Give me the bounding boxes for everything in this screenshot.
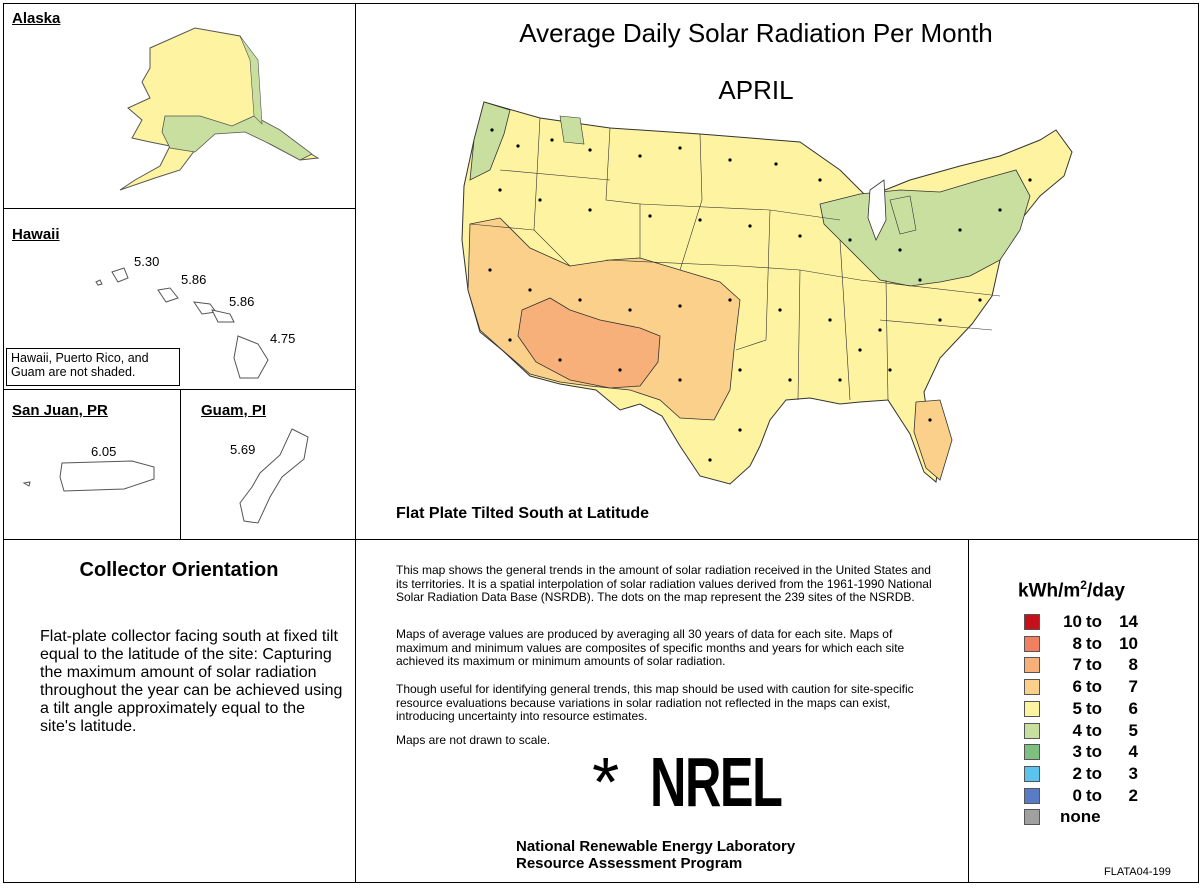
legend-low: 3 xyxy=(1072,742,1082,762)
legend-to: to xyxy=(1086,655,1103,675)
unshaded-note: Hawaii, Puerto Rico, and Guam are not sh… xyxy=(6,348,180,386)
divider-pr-guam xyxy=(180,389,181,539)
legend-swatch xyxy=(1024,700,1040,717)
description-p1: This map shows the general trends in the… xyxy=(396,563,932,604)
month-title: APRIL xyxy=(718,75,794,105)
guam-value: 5.69 xyxy=(230,442,256,457)
legend-high: 6 xyxy=(1128,698,1138,718)
legend-swatch xyxy=(1024,744,1040,761)
lab-name: National Renewable Energy Laboratory xyxy=(516,838,796,855)
hawaii-map xyxy=(95,267,269,379)
legend-swatch xyxy=(1024,657,1040,674)
legend-to: to xyxy=(1086,763,1103,783)
legend-high: 10 xyxy=(1119,633,1138,653)
divider-hawaii xyxy=(3,389,355,390)
legend-high: 14 xyxy=(1119,612,1138,631)
orientation-title: Collector Orientation xyxy=(79,559,279,581)
description-p3: Though useful for identifying general tr… xyxy=(396,682,914,723)
alaska-title: Alaska xyxy=(12,10,61,27)
us-map xyxy=(461,101,1073,485)
legend-low: 6 xyxy=(1072,677,1082,697)
legend-to: to xyxy=(1086,633,1103,653)
divider-bottom xyxy=(3,539,1199,540)
orientation-description: Flat-plate collector facing south at fix… xyxy=(40,628,343,735)
legend-to: to xyxy=(1086,785,1103,805)
legend-low: 0 xyxy=(1072,785,1082,805)
legend-unit-tail: /day xyxy=(1086,580,1125,602)
guam-title: Guam, PI xyxy=(201,402,267,419)
legend-swatch xyxy=(1024,787,1040,804)
legend-high: 7 xyxy=(1128,677,1138,697)
description-p2: Maps of average values are produced by a… xyxy=(396,627,905,668)
legend-low: 10 xyxy=(1063,612,1082,631)
legend-low: 4 xyxy=(1072,720,1082,740)
legend-high: 4 xyxy=(1128,742,1138,762)
legend-swatch xyxy=(1024,722,1040,739)
nrel-logo: NREL xyxy=(650,743,783,821)
san-juan-value: 6.05 xyxy=(91,444,117,459)
legend-swatch xyxy=(1024,765,1040,782)
legend-high: 8 xyxy=(1128,655,1138,675)
hawaii-value-maui: 5.86 xyxy=(229,294,255,309)
page-title: Average Daily Solar Radiation Per Month xyxy=(519,18,993,48)
legend-to: to xyxy=(1086,677,1103,697)
legend-swatch xyxy=(1024,809,1040,826)
divider-insets xyxy=(355,3,356,883)
legend-unit: kWh/m2/day xyxy=(1018,578,1125,602)
legend-swatch xyxy=(1024,635,1040,652)
map-frame xyxy=(3,3,1199,883)
nrel-star-icon: * xyxy=(592,743,620,821)
collector-label: Flat Plate Tilted South at Latitude xyxy=(396,505,650,522)
divider-alaska xyxy=(3,208,355,209)
hawaii-value-oahu: 5.86 xyxy=(181,272,207,287)
legend-unit-main: kWh/m xyxy=(1018,580,1081,602)
puerto-rico-map xyxy=(22,460,155,492)
legend-low: 8 xyxy=(1072,633,1082,653)
legend-high: 5 xyxy=(1128,720,1138,740)
legend-low: 7 xyxy=(1072,655,1082,675)
legend-unit-sup: 2 xyxy=(1080,578,1087,592)
divider-legend xyxy=(968,539,969,883)
legend-none-label: none xyxy=(1060,807,1101,827)
hawaii-value-kauai: 5.30 xyxy=(134,254,160,269)
hawaii-value-big-island: 4.75 xyxy=(270,331,296,346)
legend-swatch xyxy=(1024,679,1040,696)
legend-low: 5 xyxy=(1072,698,1082,718)
guam-map xyxy=(239,428,309,524)
lab-program: Resource Assessment Program xyxy=(516,855,743,872)
alaska-map xyxy=(119,27,320,191)
hawaii-title: Hawaii xyxy=(12,226,60,243)
legend-swatch xyxy=(1024,614,1040,630)
legend-to: to xyxy=(1086,612,1103,631)
legend-low: 2 xyxy=(1072,763,1082,783)
san-juan-title: San Juan, PR xyxy=(12,402,108,419)
map-code: FLATA04-199 xyxy=(1104,866,1171,878)
legend-high: 2 xyxy=(1128,785,1138,805)
legend-to: to xyxy=(1086,720,1103,740)
nsrdb-site-dots xyxy=(488,128,1032,462)
legend-to: to xyxy=(1086,742,1103,762)
legend-to: to xyxy=(1086,698,1103,718)
description-p4: Maps are not drawn to scale. xyxy=(396,733,551,747)
legend-high: 3 xyxy=(1128,763,1138,783)
